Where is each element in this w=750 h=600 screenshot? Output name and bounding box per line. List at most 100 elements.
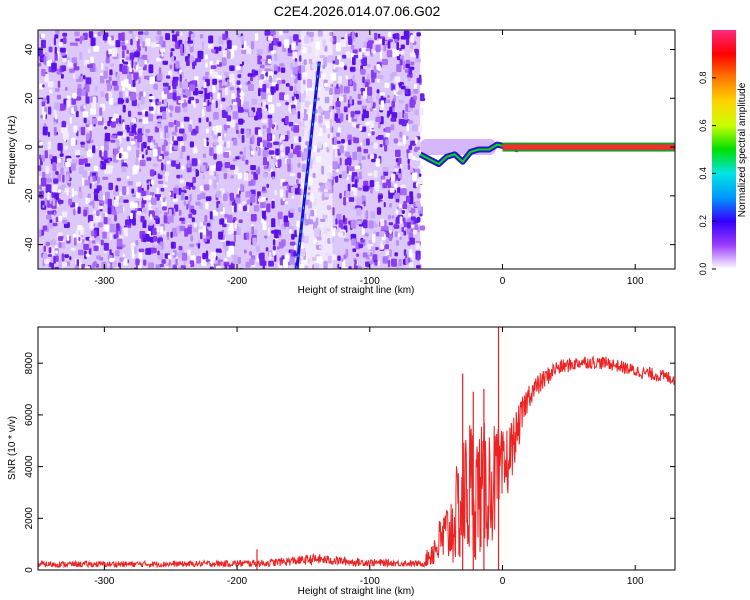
- noise-speckle: [351, 31, 355, 40]
- noise-speckle: [187, 200, 191, 208]
- noise-speckle: [203, 221, 207, 226]
- noise-speckle: [288, 121, 294, 127]
- noise-speckle: [41, 97, 47, 103]
- noise-speckle: [250, 171, 254, 175]
- noise-speckle: [336, 132, 340, 137]
- noise-speckle: [47, 141, 52, 150]
- noise-speckle: [255, 165, 258, 170]
- noise-speckle: [40, 115, 43, 119]
- noise-speckle: [220, 104, 223, 109]
- noise-speckle: [114, 214, 117, 222]
- noise-speckle: [254, 115, 259, 121]
- colorbar-label: Normalized spectral amplitude: [737, 82, 748, 217]
- noise-speckle: [61, 185, 65, 189]
- noise-speckle: [61, 73, 64, 79]
- noise-speckle: [179, 225, 186, 232]
- noise-speckle: [122, 122, 125, 131]
- noise-speckle: [93, 33, 99, 37]
- noise-speckle: [205, 250, 209, 259]
- noise-speckle: [351, 238, 357, 246]
- noise-speckle: [166, 160, 171, 165]
- noise-speckle: [89, 183, 92, 189]
- noise-speckle: [196, 256, 201, 264]
- x-tick-label: 100: [627, 276, 644, 287]
- noise-speckle: [77, 88, 83, 96]
- noise-speckle: [171, 30, 175, 34]
- noise-speckle: [168, 122, 174, 128]
- noise-speckle: [394, 38, 399, 43]
- noise-speckle: [215, 100, 218, 109]
- noise-speckle: [370, 154, 375, 160]
- noise-speckle: [184, 228, 189, 237]
- noise-speckle: [61, 65, 66, 72]
- noise-speckle: [402, 203, 408, 210]
- noise-speckle: [188, 43, 192, 48]
- noise-speckle: [130, 212, 133, 220]
- noise-speckle: [406, 149, 410, 154]
- diagonal-streak: [295, 61, 321, 269]
- noise-speckle: [138, 69, 143, 76]
- noise-speckle: [45, 241, 50, 247]
- noise-speckle: [63, 145, 68, 150]
- noise-speckle: [95, 85, 98, 92]
- noise-speckle: [50, 240, 56, 246]
- noise-speckle: [356, 207, 362, 216]
- noise-speckle: [105, 57, 110, 64]
- noise-speckle: [202, 174, 205, 180]
- noise-speckle: [98, 191, 103, 200]
- noise-speckle: [342, 54, 347, 59]
- noise-speckle: [243, 249, 247, 254]
- noise-speckle: [209, 147, 214, 156]
- noise-speckle: [398, 100, 404, 104]
- noise-speckle: [357, 93, 361, 100]
- noise-speckle: [123, 258, 128, 266]
- noise-speckle: [48, 247, 52, 254]
- noise-speckle: [87, 64, 93, 68]
- noise-speckle: [382, 166, 389, 172]
- noise-speckle: [83, 243, 89, 250]
- noise-speckle: [63, 132, 69, 140]
- noise-speckle: [292, 51, 298, 60]
- noise-speckle: [247, 73, 253, 77]
- noise-speckle: [415, 243, 420, 250]
- noise-speckle: [341, 171, 347, 179]
- noise-speckle: [339, 157, 342, 166]
- noise-speckle: [377, 260, 380, 266]
- noise-speckle: [66, 234, 70, 241]
- noise-speckle: [341, 139, 345, 144]
- noise-speckle: [390, 124, 395, 131]
- noise-speckle: [93, 245, 99, 252]
- noise-speckle: [375, 136, 381, 140]
- noise-speckle: [198, 117, 202, 123]
- noise-speckle: [149, 76, 155, 85]
- noise-speckle: [141, 126, 144, 134]
- noise-speckle: [348, 36, 353, 45]
- noise-speckle: [105, 191, 110, 198]
- noise-speckle: [53, 126, 57, 136]
- noise-speckle: [222, 33, 227, 41]
- noise-speckle: [409, 237, 415, 245]
- noise-speckle: [375, 158, 381, 167]
- noise-speckle: [374, 261, 378, 266]
- noise-speckle: [177, 252, 181, 259]
- noise-speckle: [247, 199, 250, 205]
- noise-speckle: [206, 222, 211, 227]
- noise-speckle: [214, 170, 217, 177]
- noise-speckle: [290, 241, 296, 246]
- noise-speckle: [368, 239, 373, 244]
- noise-speckle: [39, 229, 42, 238]
- noise-speckle: [350, 187, 356, 191]
- noise-speckle: [223, 151, 230, 158]
- noise-speckle: [362, 252, 368, 258]
- noise-speckle: [58, 41, 63, 47]
- noise-speckle: [286, 184, 289, 190]
- noise-speckle: [379, 244, 384, 250]
- noise-speckle: [401, 188, 407, 196]
- noise-speckle: [86, 119, 91, 125]
- noise-speckle: [342, 260, 346, 268]
- noise-speckle: [178, 245, 183, 251]
- noise-speckle: [41, 155, 45, 162]
- noise-speckle: [290, 143, 294, 150]
- noise-speckle: [280, 151, 285, 157]
- noise-speckle: [144, 46, 147, 52]
